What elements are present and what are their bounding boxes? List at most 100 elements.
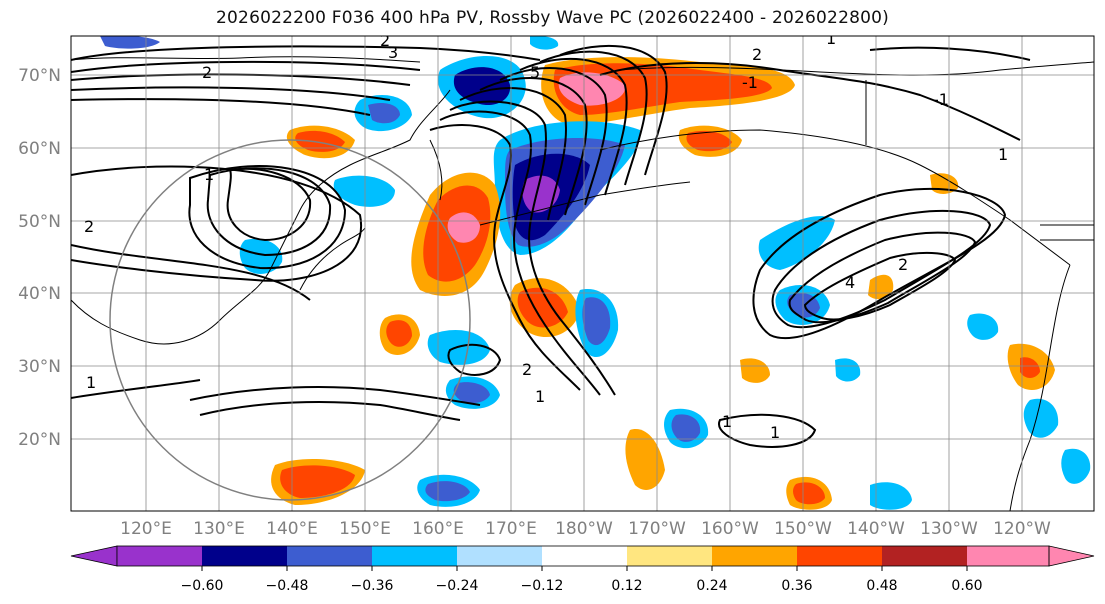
lon-label: 140°W	[847, 519, 905, 539]
colorbar-segment	[882, 546, 967, 566]
shade-blob-positive	[280, 465, 355, 498]
colorbar-segment	[372, 546, 457, 566]
contour-line	[429, 124, 581, 391]
lon-label: 160°W	[701, 519, 759, 539]
coastline-kamchatka	[429, 139, 443, 201]
contour-line	[226, 167, 312, 242]
contour-line	[599, 62, 1021, 141]
contour-line	[559, 44, 668, 176]
shade-blob-positive	[558, 72, 626, 106]
lon-label: 150°E	[339, 519, 391, 539]
contour-line	[199, 401, 461, 421]
lon-label: 130°W	[920, 519, 978, 539]
shade-blob-negative	[758, 216, 835, 270]
reference-circle	[109, 139, 471, 501]
lon-label: 170°E	[485, 519, 537, 539]
shade-blob-positive	[625, 429, 665, 490]
contour-label: -1	[933, 90, 949, 109]
shade-blob-negative	[425, 481, 470, 502]
colorbar-tick-label: 0.36	[781, 578, 812, 594]
shade-blob-negative	[1061, 448, 1091, 484]
coastline-aleutians	[479, 181, 691, 226]
colorbar-tick-label: −0.60	[181, 578, 224, 594]
shade-blob-negative	[453, 382, 490, 403]
shade-blob-negative	[239, 238, 283, 274]
contour-line	[71, 60, 421, 73]
contour-label: 2	[84, 217, 94, 236]
shade-blob-positive	[447, 212, 480, 243]
coastline-arctic	[71, 56, 1094, 76]
colorbar-segment	[287, 546, 372, 566]
shade-blob-negative	[100, 36, 160, 49]
contour-label: -1	[742, 73, 758, 92]
coastline-alaska	[599, 129, 1071, 266]
contour-line	[71, 165, 363, 282]
lat-label: 30°N	[18, 357, 61, 377]
gridlines	[71, 36, 1094, 511]
colorbar-tick-label: 0.48	[866, 578, 897, 594]
colorbar-segment	[967, 546, 1049, 566]
contour-line	[206, 167, 332, 257]
colorbar-tick-label: 0.24	[696, 578, 727, 594]
contour-line	[499, 67, 608, 206]
colorbar-segment	[457, 546, 542, 566]
contour-label: 5	[530, 63, 540, 82]
contour-line	[459, 87, 567, 221]
map-frame	[70, 35, 1095, 512]
contour-line	[71, 379, 201, 399]
colorbar-segment	[117, 546, 202, 566]
contour-label: 2	[380, 31, 390, 50]
colorbar-segment	[202, 546, 287, 566]
lon-label: 160°E	[412, 519, 464, 539]
colorbar-tick-label: −0.48	[266, 578, 309, 594]
shade-blob-negative	[582, 297, 611, 346]
contour-label: 1	[204, 165, 214, 184]
contour-label: 1	[535, 387, 545, 406]
contour-line	[752, 187, 1007, 339]
lon-label: 140°E	[266, 519, 318, 539]
shade-blob-positive	[295, 130, 345, 152]
contour-label: 3	[388, 43, 398, 62]
contour-line	[189, 386, 481, 406]
contour-label: 1	[86, 373, 96, 392]
shade-blob-negative	[368, 103, 400, 124]
lon-label: 170°W	[628, 519, 686, 539]
colorbar-extend-low	[70, 545, 118, 567]
contour-line	[71, 98, 371, 116]
contour-line	[718, 413, 817, 448]
colorbar-extend-high	[1048, 545, 1095, 567]
colorbar-frame	[116, 545, 1050, 567]
coastline-asia	[71, 89, 451, 345]
contour-line	[788, 231, 977, 324]
colorbar-segment	[712, 546, 797, 566]
colorbar: −0.60 −0.48 −0.36 −0.24 −0.12 0.12 0.24 …	[70, 545, 1095, 594]
contour-label: 1	[998, 145, 1008, 164]
lat-label: 60°N	[18, 139, 61, 159]
colorbar-segment	[627, 546, 712, 566]
colorbar-tick-label: −0.36	[351, 578, 394, 594]
contour-line	[479, 77, 588, 216]
contour-line	[439, 110, 601, 396]
coastline-japan	[299, 227, 366, 291]
colorbar-segment	[542, 546, 627, 566]
colorbar-tick-label: 0.60	[951, 578, 982, 594]
contour-line	[447, 343, 502, 376]
contour-label: 2	[752, 45, 762, 64]
lat-label: 40°N	[18, 284, 61, 304]
canada-border	[865, 80, 1094, 241]
lat-label: 50°N	[18, 212, 61, 232]
contour-label: 2	[898, 255, 908, 274]
contour-label: 1	[770, 423, 780, 442]
contour-line	[71, 86, 391, 101]
contour-label: 1	[722, 412, 732, 431]
lat-label: 20°N	[18, 430, 61, 450]
contour-line	[803, 251, 957, 321]
shade-blob-negative	[967, 313, 999, 340]
lon-label: 150°W	[774, 519, 832, 539]
contour-label: 4	[845, 273, 855, 292]
contour-line	[188, 165, 347, 270]
colorbar-tick-label: 0.12	[611, 578, 642, 594]
lon-label: 120°E	[120, 519, 172, 539]
shade-blob-negative	[671, 414, 701, 442]
